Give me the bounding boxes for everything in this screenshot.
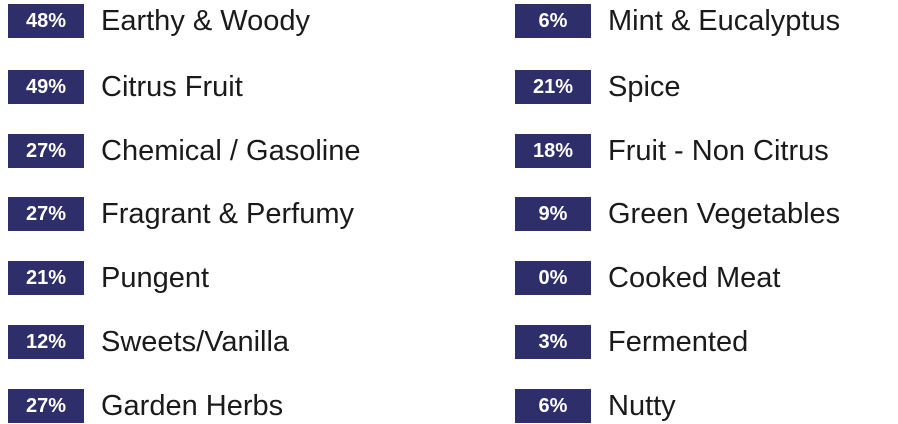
item-label: Spice — [608, 70, 681, 103]
list-item: 6% Nutty — [515, 388, 676, 424]
item-label: Mint & Eucalyptus — [608, 4, 841, 37]
list-item: 12% Sweets/Vanilla — [8, 324, 289, 360]
item-label: Sweets/Vanilla — [101, 325, 290, 358]
item-label: Nutty — [608, 389, 676, 422]
percent-badge: 9% — [515, 197, 591, 231]
list-item: 48% Earthy & Woody — [8, 3, 310, 39]
list-item: 9% Green Vegetables — [515, 196, 840, 232]
list-item: 18% Fruit - Non Citrus — [515, 133, 829, 169]
percent-badge: 21% — [515, 70, 591, 104]
list-item: 21% Spice — [515, 69, 681, 105]
percent-badge: 49% — [8, 70, 84, 104]
item-label: Garden Herbs — [101, 389, 284, 422]
percent-badge: 27% — [8, 197, 84, 231]
list-item: 21% Pungent — [8, 260, 209, 296]
percent-badge: 48% — [8, 4, 84, 38]
list-item: 3% Fermented — [515, 324, 748, 360]
list-item: 27% Garden Herbs — [8, 388, 283, 424]
item-label: Chemical / Gasoline — [101, 134, 361, 167]
percent-badge: 6% — [515, 4, 591, 38]
item-label: Fruit - Non Citrus — [608, 134, 829, 167]
percent-badge: 27% — [8, 134, 84, 168]
percent-badge: 27% — [8, 389, 84, 423]
percent-badge: 21% — [8, 261, 84, 295]
list-item: 0% Cooked Meat — [515, 260, 781, 296]
percent-badge: 6% — [515, 389, 591, 423]
item-label: Cooked Meat — [608, 261, 781, 294]
list-item: 49% Citrus Fruit — [8, 69, 243, 105]
list-item: 27% Fragrant & Perfumy — [8, 196, 354, 232]
percent-badge: 3% — [515, 325, 591, 359]
item-label: Pungent — [101, 261, 210, 294]
percent-badge: 12% — [8, 325, 84, 359]
item-label: Green Vegetables — [608, 197, 841, 230]
list-item: 6% Mint & Eucalyptus — [515, 3, 840, 39]
item-label: Fragrant & Perfumy — [101, 197, 355, 230]
percent-badge: 0% — [515, 261, 591, 295]
item-label: Earthy & Woody — [101, 4, 311, 37]
percent-badge: 18% — [515, 134, 591, 168]
item-label: Fermented — [608, 325, 749, 358]
item-label: Citrus Fruit — [101, 70, 243, 103]
list-item: 27% Chemical / Gasoline — [8, 133, 361, 169]
